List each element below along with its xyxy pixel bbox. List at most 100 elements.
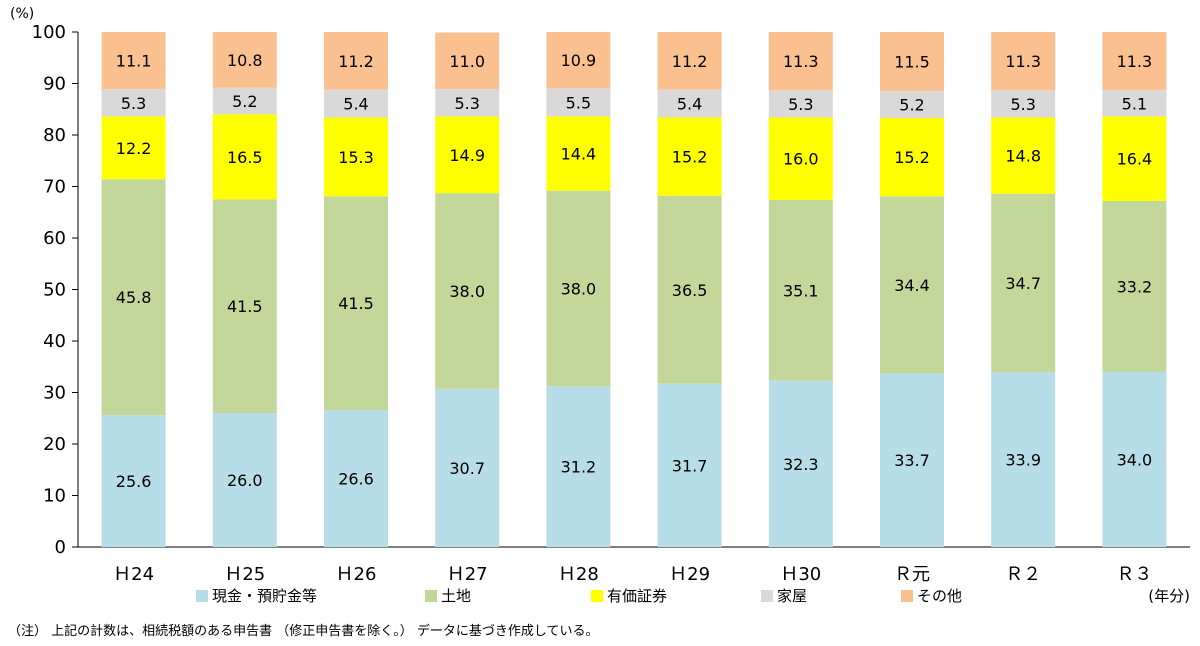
bar-segment [324, 89, 388, 118]
bar-segment [991, 90, 1056, 118]
data-label: 11.1 [116, 52, 152, 71]
bar-segment [768, 199, 833, 381]
y-tick-label: 40 [43, 331, 66, 352]
bar-segment [657, 117, 722, 196]
bar-segment [768, 90, 833, 118]
bar-segment [880, 196, 944, 374]
data-label: 10.9 [561, 51, 597, 70]
data-label: 5.2 [899, 96, 924, 115]
bar-segment [768, 32, 833, 91]
bar-segment [435, 32, 500, 90]
bar-segment [768, 117, 833, 200]
bar-segment [212, 413, 277, 547]
data-label: 26.6 [338, 470, 374, 489]
bar-segment [212, 199, 277, 414]
legend-label: 土地 [441, 587, 471, 605]
data-label: 31.7 [672, 456, 708, 475]
data-label: 10.8 [227, 51, 263, 70]
chart-canvas: 0 10 20 30 40 50 60 70 80 90 100(%) 25.6 45.8 12.2 5.3… [10, 6, 1190, 605]
bar-segment [212, 87, 277, 115]
y-tick-label: 10 [43, 486, 66, 507]
bar-segment [991, 32, 1056, 91]
data-label: 33.7 [894, 451, 930, 470]
legend-label: 有価証券 [607, 587, 667, 605]
bar-segment [101, 32, 166, 90]
x-tick-label: Ｈ29 [669, 564, 710, 585]
x-tick-label: Ｒ３ [1116, 564, 1152, 585]
data-label: 5.4 [677, 95, 702, 114]
data-label: 26.0 [227, 471, 263, 490]
data-label: 16.5 [227, 148, 263, 167]
data-label: 11.5 [894, 53, 930, 72]
data-label: 14.8 [1005, 147, 1041, 166]
y-tick-label: 70 [43, 177, 66, 198]
legend-label: 家屋 [777, 587, 807, 605]
data-label: 41.5 [227, 297, 263, 316]
y-tick-label: 90 [43, 74, 66, 95]
legend-swatch [196, 590, 208, 602]
data-label: 11.3 [1005, 52, 1041, 71]
bar-segment [324, 196, 388, 411]
bar-segment [880, 118, 944, 197]
x-tick-label: Ｈ26 [336, 564, 377, 585]
data-label: 14.4 [561, 145, 597, 164]
data-label: 11.2 [672, 52, 708, 71]
bar-segment [212, 114, 277, 200]
data-label: 15.3 [338, 148, 374, 167]
data-label: 11.3 [1117, 52, 1153, 71]
bar-segment [324, 32, 388, 90]
bar-segment [435, 89, 500, 117]
bar-segment [1102, 116, 1167, 201]
bar-segment [1102, 371, 1167, 547]
data-label: 5.3 [121, 94, 146, 113]
bar-segment [1102, 90, 1167, 117]
x-tick-label: Ｈ24 [113, 564, 154, 585]
bar-segment [546, 116, 611, 191]
bar-segment [435, 116, 500, 194]
y-tick-label: 0 [55, 537, 66, 558]
bar-segment [546, 88, 611, 117]
bar-segment [212, 32, 277, 88]
bar-segment [657, 195, 722, 384]
bar-segment [435, 193, 500, 389]
bar-segment [880, 373, 944, 547]
y-tick-label: 30 [43, 383, 66, 404]
data-label: 34.7 [1005, 274, 1041, 293]
bar-segment [880, 32, 944, 92]
data-label: 45.8 [116, 288, 152, 307]
data-label: 14.9 [449, 146, 485, 165]
y-unit-label: (%) [10, 6, 34, 22]
y-tick-label: 80 [43, 125, 66, 146]
data-label: 5.2 [232, 92, 257, 111]
data-label: 25.6 [116, 472, 152, 491]
data-label: 34.0 [1117, 450, 1153, 469]
bar-segment [991, 117, 1056, 194]
y-tick-label: 20 [43, 434, 66, 455]
bar-segment [768, 380, 833, 547]
bar-segment [657, 383, 722, 547]
bar-segment [1102, 200, 1167, 372]
bar-segment [657, 89, 722, 118]
bar-segment [324, 410, 388, 547]
data-label: 11.3 [783, 52, 819, 71]
data-label: 32.3 [783, 455, 819, 474]
data-label: 16.0 [783, 150, 819, 169]
data-label: 12.2 [116, 139, 152, 158]
data-label: 33.9 [1005, 451, 1041, 470]
legend-swatch [761, 590, 773, 602]
bar-segment [435, 388, 500, 547]
y-tick-label: 60 [43, 228, 66, 249]
bar-segment [991, 372, 1056, 547]
legend-swatch [425, 590, 437, 602]
bar-segment [101, 179, 166, 416]
data-label: 5.3 [788, 95, 813, 114]
data-label: 34.4 [894, 276, 930, 295]
data-label: 38.0 [449, 282, 485, 301]
data-label: 11.0 [449, 52, 485, 71]
bar-segment [546, 190, 611, 387]
data-label: 41.5 [338, 294, 374, 313]
data-label: 31.2 [561, 458, 597, 477]
bar-segment [101, 415, 166, 547]
x-tick-label: Ｈ30 [780, 564, 821, 585]
